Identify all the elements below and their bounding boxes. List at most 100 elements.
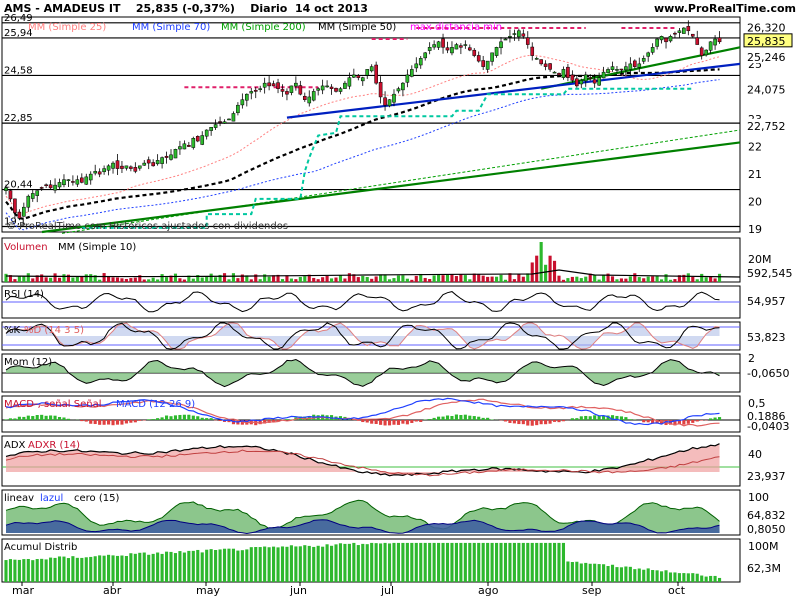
candle <box>71 181 75 183</box>
acumul-bar <box>575 561 579 582</box>
volume-bar <box>414 275 418 282</box>
y-tick-label: 20 <box>748 196 762 209</box>
volume-bar <box>35 275 39 282</box>
acumul-bar <box>173 553 178 582</box>
trendline-blue <box>286 62 741 119</box>
volume-bar <box>481 275 485 282</box>
macd-hist-bar <box>405 420 409 425</box>
acumul-bar <box>338 543 343 582</box>
acumul-bar <box>682 573 686 582</box>
candle <box>530 46 535 56</box>
candle <box>405 74 410 83</box>
volume-bar <box>227 279 231 282</box>
mom-line <box>5 358 720 388</box>
macd-hist-bar <box>31 416 35 420</box>
macd-hist-bar <box>173 415 178 420</box>
x-tick-label: may <box>196 584 220 597</box>
candle <box>320 85 325 91</box>
candle <box>204 129 209 137</box>
rsi-line <box>5 291 720 313</box>
macd-hist-bar <box>182 414 186 420</box>
volume-bar <box>468 279 472 282</box>
candle <box>659 36 664 41</box>
y-tick-label: 22 <box>748 141 762 154</box>
acumul-bar <box>138 552 142 582</box>
acumul-bar <box>615 567 619 582</box>
acumul-bar <box>548 542 552 582</box>
legend-sma200: MM (Simple 200) <box>221 22 306 33</box>
volume-bar <box>445 274 450 282</box>
candle <box>276 82 280 89</box>
candle <box>641 58 646 62</box>
volume-bar <box>441 275 445 282</box>
macd-hist-bar <box>40 414 44 420</box>
candle <box>690 33 695 37</box>
volume-bar <box>267 276 271 282</box>
macd-hist-bar <box>410 420 414 423</box>
acumul-bar <box>624 566 628 582</box>
macd-hist-bar <box>22 416 26 420</box>
y-tick-label: 100 <box>748 491 769 504</box>
x-tick-label: oct <box>668 584 686 597</box>
acumul-bar <box>151 553 155 582</box>
acumul-bar <box>637 568 641 582</box>
candle <box>490 52 494 62</box>
macd-hist-bar <box>392 420 396 425</box>
candle <box>302 95 307 100</box>
acumul-value: 62,3M <box>747 562 781 575</box>
price-value-box <box>743 33 793 48</box>
candle <box>35 190 40 196</box>
acumul-bar <box>115 555 120 582</box>
acumul-bar <box>673 572 677 582</box>
acumul-bar <box>450 542 454 582</box>
acumul-bar <box>164 551 169 582</box>
volume-bar <box>115 277 120 282</box>
macd-hist-bar <box>93 420 97 425</box>
acumul-bar <box>597 564 601 582</box>
volume-bar <box>584 276 588 282</box>
candle <box>169 154 173 160</box>
candle <box>142 162 147 166</box>
volume-bar <box>17 276 21 282</box>
candle <box>650 47 655 53</box>
macd-hist-bar <box>57 416 62 420</box>
macd-hist-bar <box>200 417 204 420</box>
acumul-bar <box>445 542 450 582</box>
volume-bar <box>31 278 35 282</box>
candle <box>548 63 552 70</box>
acumul-bar <box>169 551 173 582</box>
legend-maxdist: max distancia min <box>410 22 502 33</box>
macd-hist-bar <box>107 420 111 425</box>
y-tick-label: 0,5 <box>748 397 766 410</box>
acumul-bar <box>66 558 70 582</box>
candle <box>338 88 343 92</box>
level-label: 20,44 <box>4 180 33 191</box>
legend-volume: Volumen <box>4 242 48 253</box>
volume-bar <box>664 274 668 282</box>
macd-hist-bar <box>129 420 133 423</box>
volume-bar <box>557 275 561 282</box>
legend-sma70: MM (Simple 70) <box>132 22 210 33</box>
candle <box>173 149 178 159</box>
acumul-bar <box>441 542 445 582</box>
macd-hist-bar <box>196 416 200 420</box>
volume-bar <box>570 276 574 282</box>
acumul-bar <box>593 563 597 582</box>
candle <box>619 68 624 71</box>
candle <box>423 52 428 59</box>
acumul-bar <box>222 548 227 582</box>
acumul-bar <box>352 542 356 582</box>
candle <box>262 82 267 88</box>
volume-bar <box>606 273 610 282</box>
acumul-bar <box>709 575 713 582</box>
macd-hist-bar <box>17 416 21 420</box>
volume-bar <box>477 274 481 282</box>
volume-bar <box>187 275 191 282</box>
macd-line <box>5 397 720 426</box>
acumul-bar <box>80 557 84 582</box>
site-link[interactable]: www.ProRealTime.com <box>653 2 796 15</box>
macd-hist-bar <box>593 415 597 420</box>
value-box <box>744 266 794 279</box>
volume-bar <box>173 273 178 282</box>
x-tick-label: abr <box>103 584 122 597</box>
